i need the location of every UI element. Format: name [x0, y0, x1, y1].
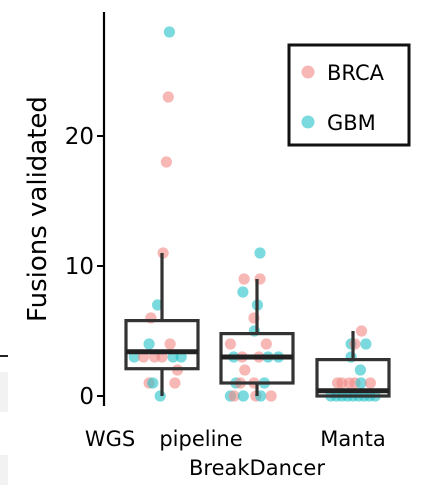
- data-point-gbm: [147, 377, 159, 389]
- data-point-gbm: [354, 364, 366, 376]
- left-edge-mark: [0, 355, 8, 357]
- data-point-brca: [349, 338, 361, 350]
- data-point-gbm: [143, 338, 155, 350]
- data-point-gbm: [360, 338, 372, 350]
- x-tick-label: Manta: [320, 427, 385, 451]
- x-tick-label: pipeline: [159, 427, 242, 451]
- box-wgs-pipeline: [124, 319, 200, 371]
- x-tick-label: BreakDancer: [189, 456, 325, 480]
- data-point-brca: [355, 325, 368, 337]
- legend-label-brca: BRCA: [327, 61, 385, 85]
- boxes-layer: [124, 253, 391, 398]
- y-tick-label: 20: [65, 124, 94, 150]
- data-point-brca: [260, 338, 272, 350]
- data-point-gbm: [237, 286, 249, 298]
- data-point-brca: [169, 377, 181, 389]
- data-point-gbm: [237, 390, 249, 402]
- x-tick-label: WGS: [85, 427, 135, 451]
- legend: BRCA GBM: [287, 43, 411, 147]
- left-edge-panel: [0, 372, 8, 412]
- legend-swatch-brca: [301, 65, 315, 79]
- data-point-gbm: [163, 26, 175, 38]
- data-point-brca: [162, 91, 174, 103]
- y-tick-label: 10: [65, 254, 94, 280]
- data-point-gbm: [154, 390, 166, 402]
- y-tick-label: 0: [79, 384, 94, 410]
- box-manta: [315, 358, 391, 398]
- axes-layer: 0 10 20 Fusions validated WGS pipeline Manta Br…: [23, 12, 386, 480]
- data-point-brca: [239, 364, 251, 376]
- data-point-brca: [160, 156, 172, 168]
- data-point-brca: [228, 390, 240, 402]
- data-point-brca: [265, 390, 277, 402]
- data-point-brca: [364, 377, 376, 389]
- data-point-gbm: [355, 377, 367, 389]
- data-point-brca: [238, 273, 250, 285]
- data-point-brca: [224, 338, 236, 350]
- left-edge-panel-lower: [0, 455, 8, 485]
- legend-swatch-gbm: [301, 115, 315, 129]
- data-point-gbm: [254, 247, 266, 259]
- legend-label-gbm: GBM: [327, 111, 376, 135]
- data-point-brca: [164, 338, 176, 350]
- y-axis-label: Fusions validated: [23, 96, 53, 322]
